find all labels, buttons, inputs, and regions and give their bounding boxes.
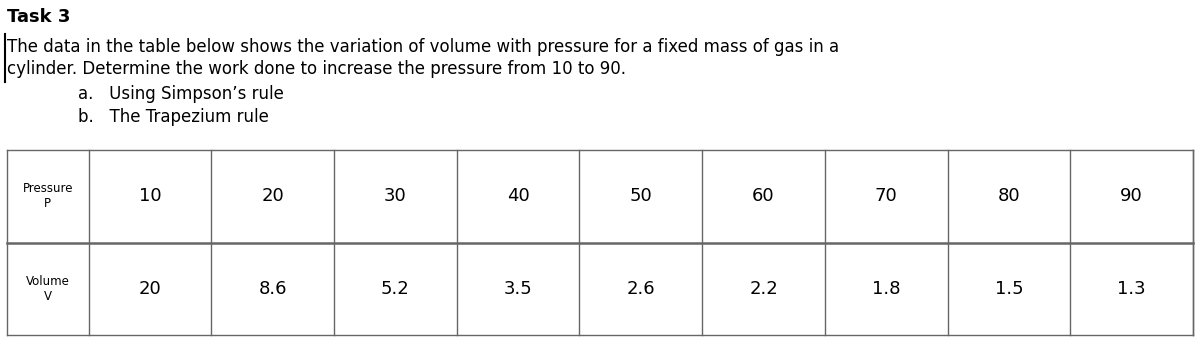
Text: 1.8: 1.8: [872, 280, 900, 298]
Text: a.   Using Simpson’s rule: a. Using Simpson’s rule: [78, 85, 284, 103]
Text: The data in the table below shows the variation of volume with pressure for a fi: The data in the table below shows the va…: [7, 38, 839, 56]
Text: Pressure
P: Pressure P: [23, 182, 73, 210]
Text: 90: 90: [1121, 187, 1144, 205]
Text: 30: 30: [384, 187, 407, 205]
Text: 50: 50: [630, 187, 652, 205]
Text: 2.6: 2.6: [626, 280, 655, 298]
Text: 1.3: 1.3: [1117, 280, 1146, 298]
Text: 40: 40: [506, 187, 529, 205]
Text: 2.2: 2.2: [749, 280, 778, 298]
Text: cylinder. Determine the work done to increase the pressure from 10 to 90.: cylinder. Determine the work done to inc…: [7, 60, 626, 78]
Text: 60: 60: [752, 187, 775, 205]
Text: 80: 80: [997, 187, 1020, 205]
Text: Volume
V: Volume V: [26, 275, 70, 303]
Text: 70: 70: [875, 187, 898, 205]
Text: 3.5: 3.5: [504, 280, 533, 298]
Text: 1.5: 1.5: [995, 280, 1024, 298]
Text: 20: 20: [138, 280, 161, 298]
Text: Task 3: Task 3: [7, 8, 71, 26]
Text: 20: 20: [262, 187, 284, 205]
Text: b.   The Trapezium rule: b. The Trapezium rule: [78, 108, 269, 126]
Text: 8.6: 8.6: [258, 280, 287, 298]
Text: 10: 10: [139, 187, 161, 205]
Text: 5.2: 5.2: [382, 280, 409, 298]
